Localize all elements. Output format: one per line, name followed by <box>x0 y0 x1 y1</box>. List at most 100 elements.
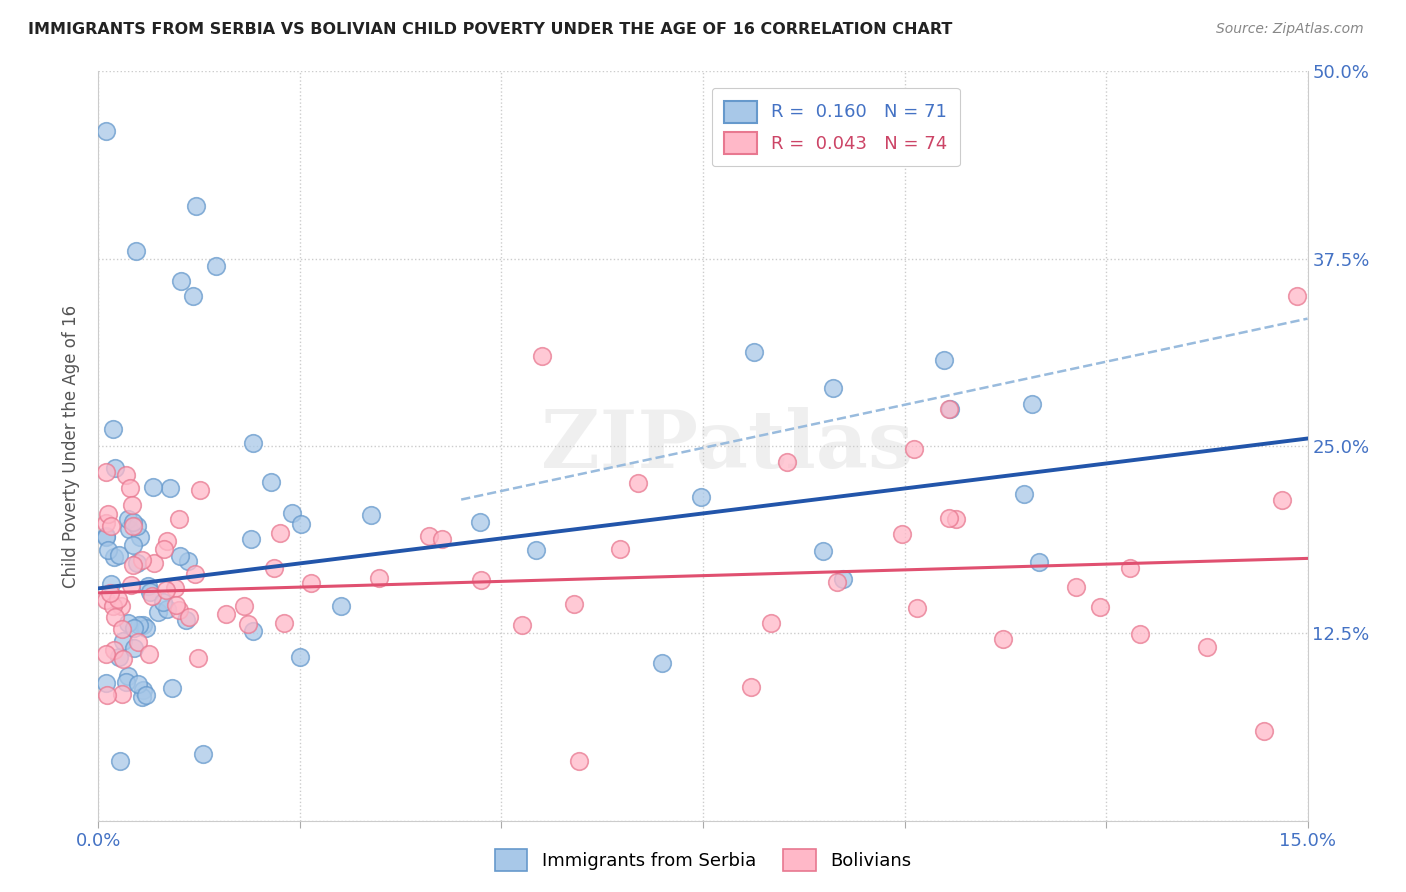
Point <box>131 553 153 567</box>
Point <box>530 349 553 363</box>
Point <box>96 124 118 138</box>
Point <box>418 529 440 543</box>
Point <box>156 601 179 615</box>
Point <box>97 542 120 557</box>
Point <box>117 615 139 630</box>
Point <box>367 571 389 585</box>
Point <box>160 681 183 696</box>
Point <box>299 576 322 591</box>
Point <box>1271 492 1294 507</box>
Point <box>470 573 492 587</box>
Point <box>290 517 312 532</box>
Point <box>759 616 782 631</box>
Point <box>938 511 960 525</box>
Point <box>184 199 207 213</box>
Point <box>568 754 591 768</box>
Point <box>288 650 311 665</box>
Point <box>945 512 967 526</box>
Text: IMMIGRANTS FROM SERBIA VS BOLIVIAN CHILD POVERTY UNDER THE AGE OF 16 CORRELATION: IMMIGRANTS FROM SERBIA VS BOLIVIAN CHILD… <box>28 22 952 37</box>
Text: ZIPatlas: ZIPatlas <box>541 407 914 485</box>
Point <box>122 519 145 533</box>
Point <box>1088 600 1111 615</box>
Text: Source: ZipAtlas.com: Source: ZipAtlas.com <box>1216 22 1364 37</box>
Point <box>96 647 118 661</box>
Point <box>96 465 118 479</box>
Point <box>108 548 131 562</box>
Point <box>193 747 215 762</box>
Point <box>165 599 187 613</box>
Point <box>184 566 207 581</box>
Point <box>124 244 146 259</box>
Point <box>128 618 150 632</box>
Point <box>107 649 129 664</box>
Point <box>204 259 226 273</box>
Point <box>170 274 193 288</box>
Point <box>938 402 960 417</box>
Point <box>96 593 118 607</box>
Point <box>1021 397 1043 411</box>
Point <box>153 542 176 557</box>
Point <box>117 669 139 683</box>
Point <box>111 687 134 701</box>
Point <box>121 537 143 551</box>
Point <box>905 600 928 615</box>
Point <box>468 516 491 530</box>
Point <box>1119 561 1142 575</box>
Point <box>169 603 191 617</box>
Point <box>122 515 145 529</box>
Point <box>110 599 132 614</box>
Point <box>609 542 631 557</box>
Point <box>98 586 121 600</box>
Point <box>122 621 145 635</box>
Point <box>823 381 845 395</box>
Point <box>174 614 197 628</box>
Point <box>1195 640 1218 655</box>
Point <box>127 519 149 533</box>
Point <box>118 522 141 536</box>
Point <box>110 754 132 768</box>
Point <box>1285 289 1308 303</box>
Point <box>104 461 127 475</box>
Point <box>97 507 120 521</box>
Point <box>564 597 586 611</box>
Point <box>169 549 191 563</box>
Point <box>1253 723 1275 738</box>
Point <box>129 530 152 544</box>
Point <box>273 615 295 630</box>
Point <box>152 595 174 609</box>
Point <box>991 632 1014 647</box>
Point <box>127 556 149 570</box>
Point <box>111 652 134 666</box>
Point <box>236 616 259 631</box>
Point <box>526 543 548 558</box>
Point <box>1028 555 1050 569</box>
Point <box>156 533 179 548</box>
Point <box>627 475 650 490</box>
Point <box>651 656 673 670</box>
Point <box>215 607 238 621</box>
Point <box>122 558 145 573</box>
Point <box>100 577 122 591</box>
Point <box>242 624 264 638</box>
Point <box>131 690 153 705</box>
Point <box>270 525 292 540</box>
Point <box>115 675 138 690</box>
Point <box>103 643 125 657</box>
Point <box>177 610 200 624</box>
Point <box>136 579 159 593</box>
Point <box>181 289 204 303</box>
Point <box>240 532 263 546</box>
Legend: Immigrants from Serbia, Bolivians: Immigrants from Serbia, Bolivians <box>488 842 918 879</box>
Point <box>103 421 125 435</box>
Point <box>260 475 283 489</box>
Y-axis label: Child Poverty Under the Age of 16: Child Poverty Under the Age of 16 <box>62 304 80 588</box>
Point <box>903 442 925 457</box>
Point <box>100 519 122 533</box>
Point <box>141 589 163 603</box>
Point <box>186 650 208 665</box>
Point <box>135 621 157 635</box>
Point <box>143 556 166 570</box>
Point <box>104 609 127 624</box>
Point <box>117 512 139 526</box>
Point <box>146 605 169 619</box>
